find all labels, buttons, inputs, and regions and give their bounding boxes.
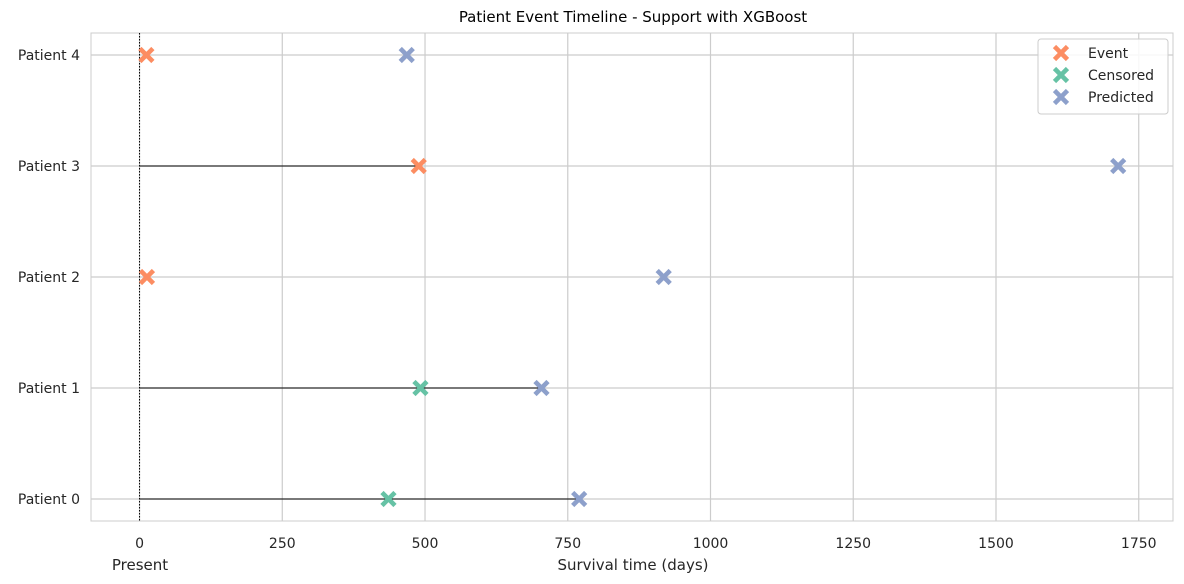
legend-event-label: Event <box>1088 46 1129 62</box>
predicted-marker <box>655 268 672 286</box>
predicted-marker <box>571 490 588 508</box>
legend: Event Censored Predicted <box>1037 38 1169 115</box>
present-annotation: Present <box>112 556 168 574</box>
legend-box <box>1037 38 1169 115</box>
event-marker <box>410 157 427 175</box>
x-tick-labels: 0 250 500 750 1000 1250 1500 1750 <box>135 536 1156 552</box>
x-tick-label: 0 <box>135 536 144 552</box>
x-tick-label: 1500 <box>978 536 1014 552</box>
legend-censored-marker <box>1052 66 1070 84</box>
event-marker <box>138 268 156 286</box>
x-tick-label: 750 <box>554 536 581 552</box>
x-axis-label: Survival time (days) <box>557 556 708 574</box>
censored-marker <box>380 490 397 508</box>
legend-predicted-marker <box>1052 88 1070 106</box>
y-tick-label: Patient 1 <box>18 381 80 397</box>
x-tick-label: 1000 <box>693 536 729 552</box>
y-tick-label: Patient 4 <box>18 48 80 64</box>
grid-lines <box>91 33 1173 521</box>
predicted-marker <box>398 46 415 64</box>
survival-segments <box>139 165 580 500</box>
legend-predicted-label: Predicted <box>1088 90 1154 106</box>
x-tick-label: 1250 <box>835 536 871 552</box>
legend-event-marker <box>1052 44 1070 62</box>
y-tick-label: Patient 2 <box>18 270 80 286</box>
chart-title: Patient Event Timeline - Support with XG… <box>459 8 807 26</box>
event-marker <box>138 46 155 64</box>
x-tick-label: 250 <box>269 536 296 552</box>
x-tick-label: 1750 <box>1121 536 1157 552</box>
predicted-marker <box>1110 157 1127 175</box>
y-tick-labels: Patient 0 Patient 1 Patient 2 Patient 3 Pati… <box>18 48 80 508</box>
y-tick-label: Patient 3 <box>18 159 80 175</box>
legend-censored-label: Censored <box>1088 68 1154 84</box>
data-markers <box>138 46 1127 508</box>
predicted-marker <box>533 379 550 397</box>
censored-marker <box>412 379 429 397</box>
x-tick-label: 500 <box>412 536 439 552</box>
y-tick-label: Patient 0 <box>18 492 80 508</box>
